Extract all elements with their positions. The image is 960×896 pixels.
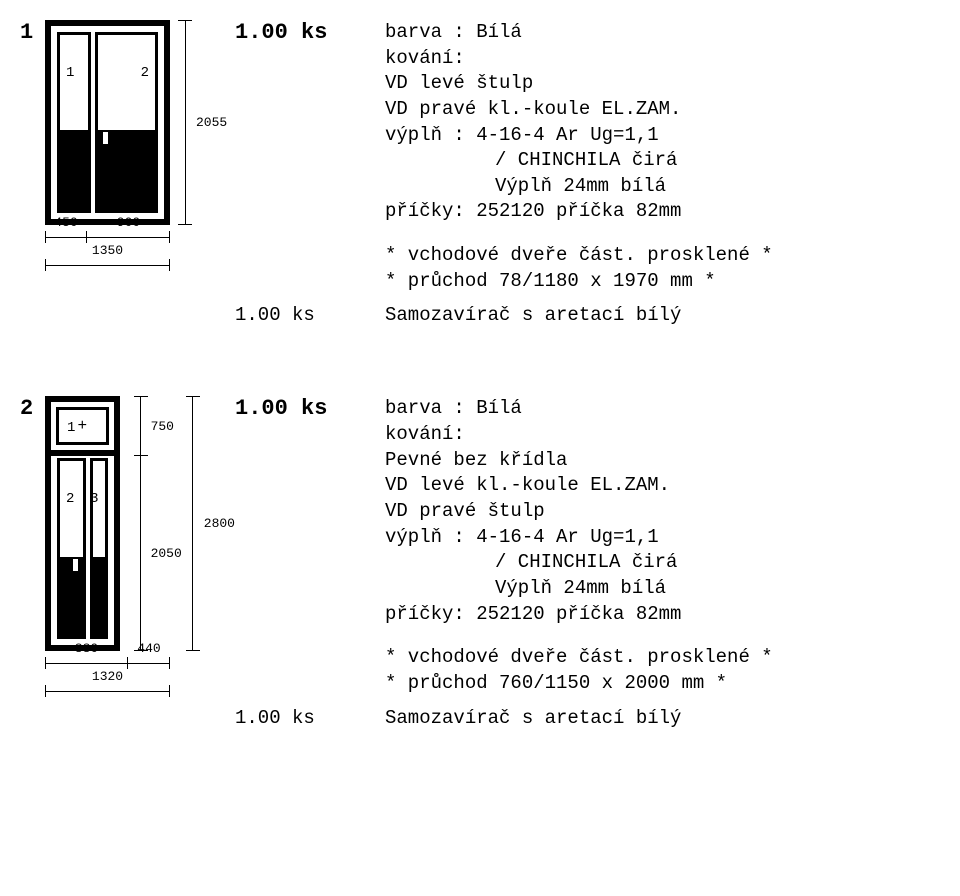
description: barva : Bílá kování: Pevné bez křídla VD… [385,396,773,696]
desc-line: výplň : 4-16-4 Ar Ug=1,1 [385,525,773,551]
accessory-2: 1.00 ks Samozavírač s aretací bílý [20,707,940,729]
desc-line: / CHINCHILA čirá [495,550,773,576]
handle-icon [102,131,109,145]
desc-line: Výplň 24mm bílá [495,576,773,602]
desc-line: Výplň 24mm bílá [495,174,773,200]
dim-label: 440 [137,641,160,656]
qty: 1.00 ks [235,20,385,45]
leaf-label: 1 [66,65,74,81]
desc-line: Pevné bez křídla [385,448,773,474]
acc-qty: 1.00 ks [235,707,385,729]
desc-line: / CHINCHILA čirá [495,148,773,174]
desc-line: * vchodové dveře část. prosklené * [385,645,773,671]
v-dimension-inner [126,396,148,651]
acc-desc: Samozavírač s aretací bílý [385,304,681,326]
desc-line: * průchod 78/1180 x 1970 mm * [385,269,773,295]
leaf-label: 1 [67,420,75,436]
desc-line: VD pravé kl.-koule EL.ZAM. [385,97,773,123]
h-dimension: 880 440 [45,657,170,669]
dim-label: 450 [54,215,77,230]
leaf-label: 2 [141,65,149,81]
h-dimension: 450 900 [45,231,170,243]
h-dimension-total: 1350 [45,259,170,271]
leaf-label: 2 [66,491,74,507]
desc-line: VD levé kl.-koule EL.ZAM. [385,473,773,499]
v-dimension [178,20,192,225]
desc-line: příčky: 252120 příčka 82mm [385,199,773,225]
v-dimension-outer [186,396,200,651]
desc-line: barva : Bílá [385,396,773,422]
desc-line: kování: [385,422,773,448]
desc-line: barva : Bílá [385,20,773,46]
leaf-label: 3 [90,491,98,507]
v-dim-label: 750 [151,396,182,456]
item-number: 2 [20,396,45,421]
item-number: 1 [20,20,45,45]
v-dim-label: 2055 [196,20,227,225]
door-drawing-1: 1 2 [45,20,170,225]
desc-line: výplň : 4-16-4 Ar Ug=1,1 [385,123,773,149]
dim-label: 1320 [92,669,123,684]
desc-line: VD levé štulp [385,71,773,97]
desc-line: * průchod 760/1150 x 2000 mm * [385,671,773,697]
v-dim-label: 2050 [151,456,182,651]
acc-desc: Samozavírač s aretací bílý [385,707,681,729]
door-drawing-2: 1 + 2 3 [45,396,120,651]
desc-line: kování: [385,46,773,72]
acc-qty: 1.00 ks [235,304,385,326]
dim-label: 880 [75,641,98,656]
plus-icon: + [77,417,87,435]
qty: 1.00 ks [235,396,385,421]
desc-line: VD pravé štulp [385,499,773,525]
drawing-col: 1 2 2055 [45,20,235,271]
desc-line: příčky: 252120 příčka 82mm [385,602,773,628]
description: barva : Bílá kování: VD levé štulp VD pr… [385,20,773,294]
item-1: 1 1 2 2055 [20,20,940,294]
h-dimension-total: 1320 [45,685,170,697]
dim-label: 1350 [92,243,123,258]
drawing-col: 1 + 2 3 [45,396,235,697]
handle-icon [72,558,79,572]
v-dim-label: 2800 [204,396,235,651]
desc-line: * vchodové dveře část. prosklené * [385,243,773,269]
dim-label: 900 [117,215,140,230]
item-2: 2 1 + 2 3 [20,396,940,697]
accessory-1: 1.00 ks Samozavírač s aretací bílý [20,304,940,326]
